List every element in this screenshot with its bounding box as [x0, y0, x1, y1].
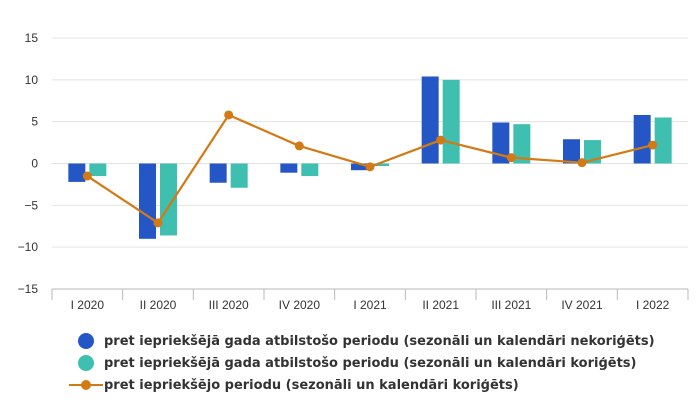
chart-legend: pret iepriekšējā gada atbilstošo periodu… — [69, 330, 655, 396]
line-point-series3 — [153, 218, 163, 228]
bar-series1 — [68, 163, 86, 182]
legend-marker-series3 — [69, 377, 103, 393]
line-point-series3 — [506, 153, 516, 163]
bar-series1 — [139, 163, 156, 239]
bar-series2 — [654, 117, 672, 164]
bar-series1 — [351, 163, 368, 171]
y-tick-label: 15 — [25, 31, 39, 45]
y-tick-label: 10 — [25, 73, 39, 87]
bar-series1 — [209, 163, 227, 183]
bar-series2 — [160, 163, 177, 236]
bar-series2 — [442, 79, 460, 164]
line-point-series3 — [436, 135, 446, 145]
legend-label-series2: pret iepriekšējā gada atbilstošo periodu… — [104, 355, 637, 371]
y-axis-ticks: 15 10 5 0 −5 −10 −15 — [18, 31, 39, 296]
bar-series2 — [372, 163, 389, 167]
x-axis: I 2020 II 2020 III 2020 IV 2020 I 2021 II 202… — [51, 288, 689, 312]
bar-series1 — [421, 76, 439, 164]
line-point-series3 — [224, 110, 234, 120]
legend-item-series1[interactable]: pret iepriekšējā gada atbilstošo periodu… — [78, 330, 655, 352]
bar-series1 — [280, 163, 298, 173]
y-tick-label: −5 — [24, 198, 38, 212]
y-tick-label: 5 — [31, 115, 38, 129]
x-tick-label: I 2022 — [636, 298, 670, 312]
legend-item-series2[interactable]: pret iepriekšējā gada atbilstošo periodu… — [78, 352, 655, 374]
bar-series2 — [513, 124, 531, 164]
bar-series2 — [89, 163, 107, 177]
y-tick-label: −10 — [18, 240, 39, 254]
bar-series2 — [230, 163, 248, 188]
x-tick-label: IV 2021 — [561, 298, 603, 312]
line-point-series3 — [82, 171, 92, 181]
y-tick-label: −15 — [18, 282, 39, 296]
bars — [68, 76, 672, 239]
legend-label-series1: pret iepriekšējā gada atbilstošo periodu… — [104, 333, 655, 349]
x-tick-label: I 2020 — [71, 298, 105, 312]
line-point-series3 — [577, 158, 587, 168]
x-tick-label: IV 2020 — [279, 298, 321, 312]
legend-marker-series2 — [78, 355, 94, 371]
x-tick-label: III 2021 — [491, 298, 531, 312]
legend-marker-series1 — [78, 333, 94, 349]
x-tick-label: III 2020 — [209, 298, 249, 312]
line-point-series3 — [294, 141, 304, 151]
line-point-series3 — [648, 140, 658, 150]
chart-area: 15 10 5 0 −5 −10 −15 I 2020 II 2020 III 2020 IV 2… — [18, 31, 689, 312]
y-tick-label: 0 — [31, 157, 38, 171]
legend-item-series3[interactable]: pret iepriekšējo periodu (sezonāli un ka… — [69, 374, 655, 396]
x-tick-label: II 2021 — [422, 298, 459, 312]
bar-series2 — [301, 163, 319, 177]
line-series — [82, 110, 658, 228]
line-point-series3 — [365, 162, 375, 172]
bar-series1 — [563, 139, 580, 164]
x-tick-label: II 2020 — [140, 298, 177, 312]
x-tick-label: I 2021 — [353, 298, 387, 312]
legend-label-series3: pret iepriekšējo periodu (sezonāli un ka… — [104, 377, 519, 393]
bar-series2 — [584, 140, 601, 164]
bar-series1 — [633, 114, 651, 164]
